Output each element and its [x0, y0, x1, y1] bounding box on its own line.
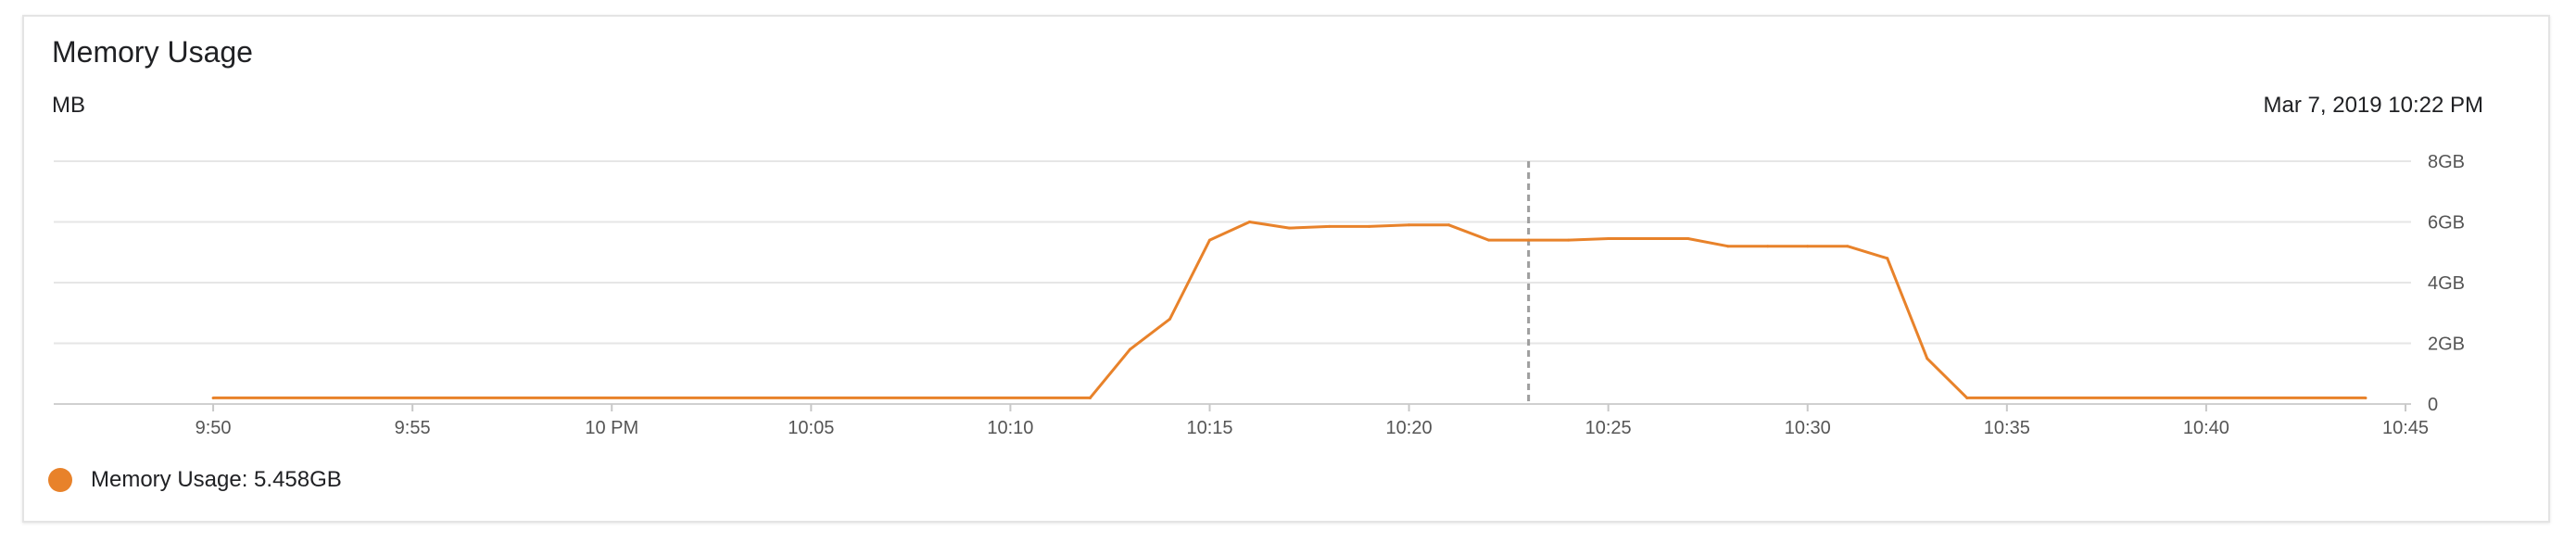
- data-point: [1567, 238, 1571, 242]
- data-point: [1886, 257, 1889, 260]
- data-point: [1288, 226, 1292, 230]
- x-axis-labels: 9:50 9:55 10 PM 10:05 10:10 10:15 10:20 10:25 10…: [196, 418, 2429, 438]
- data-point: [1686, 237, 1690, 241]
- y-tick-label: 2GB: [2428, 335, 2465, 355]
- data-point: [1328, 224, 1332, 228]
- legend-label: Memory Usage: 5.458GB: [91, 467, 342, 492]
- x-tick-label: 10:35: [1984, 418, 2030, 438]
- y-tick-label: 6GB: [2428, 213, 2465, 234]
- x-tick-label: 10 PM: [585, 418, 638, 438]
- series-line-memory-usage[interactable]: [213, 221, 2366, 399]
- grid-lines: [54, 160, 2411, 405]
- x-tick-label: 10:05: [788, 418, 834, 438]
- legend[interactable]: Memory Usage: 5.458GB: [48, 467, 342, 493]
- memory-usage-chart: 0 2GB 4GB 6GB 8GB 9:50 9:55 10 PM 10:05 10:10 10:…: [54, 152, 2465, 438]
- data-point: [1487, 238, 1491, 242]
- data-point: [1088, 396, 1092, 399]
- data-point: [1647, 237, 1650, 241]
- data-point: [211, 396, 215, 399]
- unit-label: MB: [52, 93, 85, 118]
- y-axis-labels: 0 2GB 4GB 6GB 8GB: [2428, 152, 2465, 415]
- data-point: [1168, 317, 1171, 321]
- data-point: [1766, 245, 1770, 248]
- y-tick-label: 0: [2428, 395, 2438, 415]
- x-tick-label: 10:15: [1186, 418, 1232, 438]
- data-point: [1527, 238, 1531, 242]
- x-axis: [212, 404, 2406, 411]
- timestamp-label: Mar 7, 2019 10:22 PM: [2263, 93, 2483, 118]
- data-point: [1926, 357, 1929, 360]
- data-point: [1408, 223, 1411, 227]
- x-tick-label: 9:50: [196, 418, 232, 438]
- data-point: [1846, 245, 1850, 248]
- x-tick-label: 10:30: [1785, 418, 1831, 438]
- x-tick-label: 10:45: [2382, 418, 2429, 438]
- data-point: [1806, 245, 1810, 248]
- x-tick-label: 10:20: [1386, 418, 1433, 438]
- data-point: [2364, 396, 2368, 399]
- x-tick-label: 10:25: [1585, 418, 1632, 438]
- data-point: [1607, 237, 1610, 241]
- data-point: [1128, 347, 1131, 351]
- x-tick-label: 9:55: [395, 418, 431, 438]
- data-point: [1447, 223, 1451, 227]
- y-tick-label: 8GB: [2428, 152, 2465, 172]
- x-tick-label: 10:40: [2183, 418, 2229, 438]
- data-point: [1368, 224, 1371, 228]
- data-point: [1726, 245, 1730, 248]
- data-point: [1965, 396, 1969, 399]
- series-layer: [211, 221, 2368, 399]
- memory-usage-card: Memory Usage MB Mar 7, 2019 10:22 PM 0 2G…: [22, 15, 2550, 523]
- chart-title: Memory Usage: [52, 35, 253, 69]
- legend-swatch: [48, 468, 72, 492]
- data-point: [1248, 221, 1252, 223]
- data-point: [1207, 238, 1211, 242]
- x-tick-label: 10:10: [987, 418, 1033, 438]
- y-tick-label: 4GB: [2428, 273, 2465, 294]
